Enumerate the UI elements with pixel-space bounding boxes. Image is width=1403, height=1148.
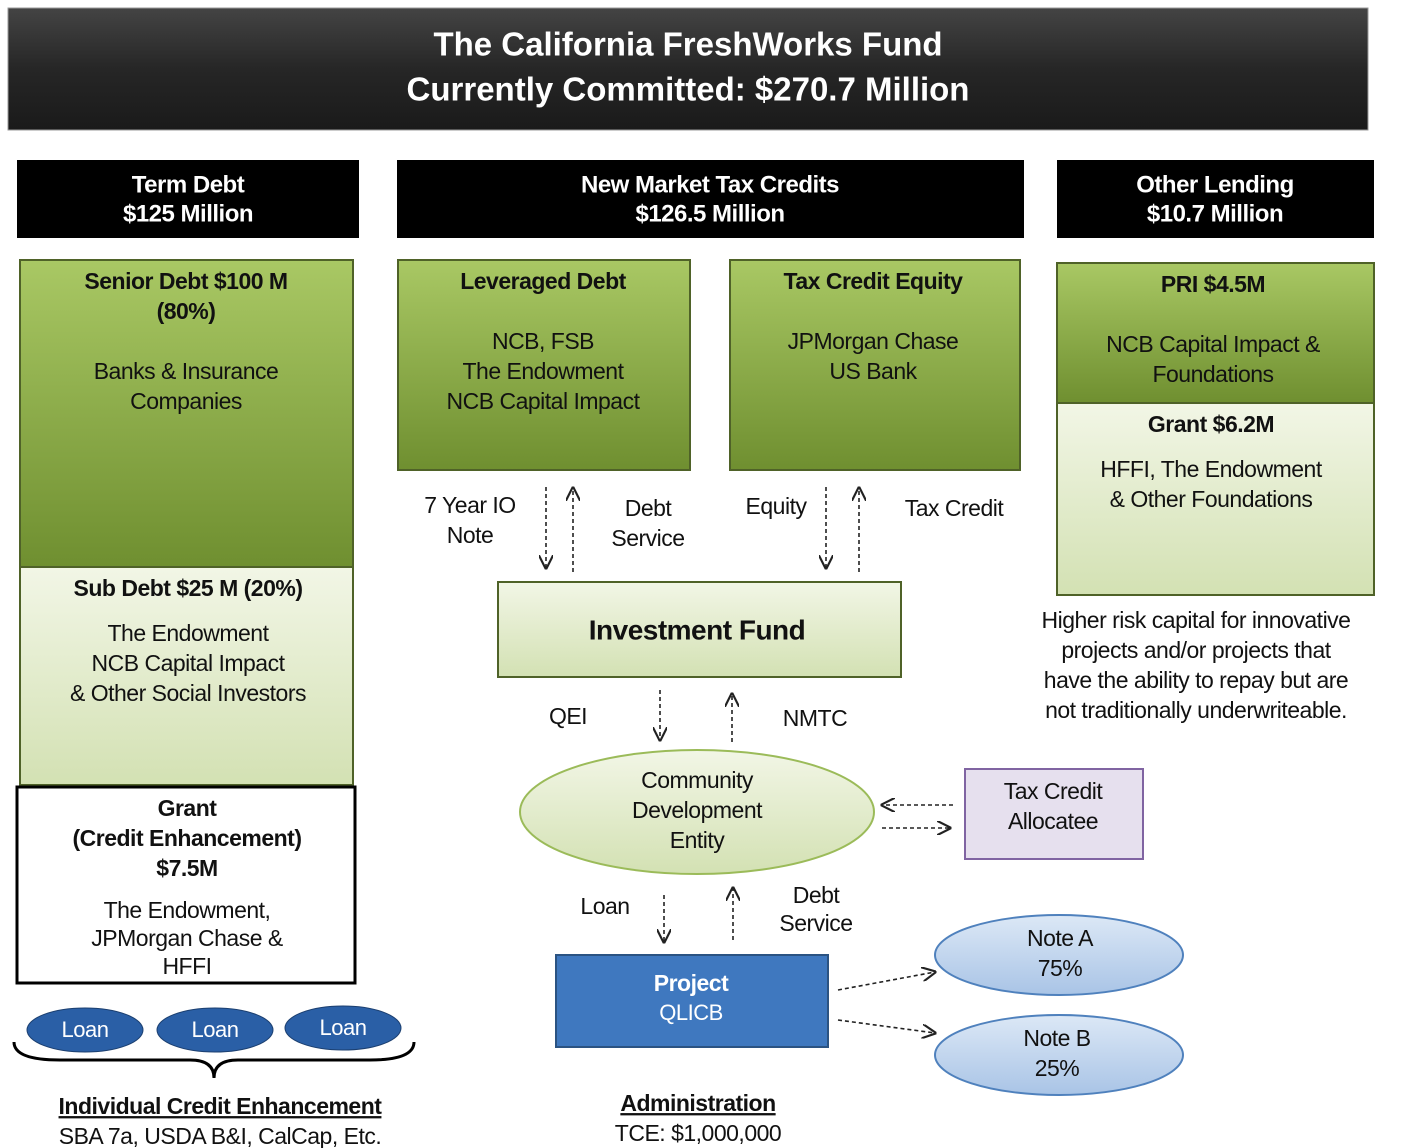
box-heading: (Credit Enhancement) (73, 825, 302, 851)
box-heading: Grant (158, 795, 218, 821)
header-banner (7, 7, 1369, 131)
box-heading: $7.5M (156, 855, 217, 881)
box-text: 75% (1038, 955, 1083, 981)
box-text: Companies (130, 388, 242, 414)
flow-label: Loan (580, 893, 629, 919)
column-title: New Market Tax Credits (581, 171, 839, 198)
box-text: The Endowment, (104, 897, 271, 923)
flow-label: QEI (549, 703, 587, 729)
arrow (837, 972, 935, 991)
column-header (397, 160, 1024, 238)
flow-label: Tax Credit (905, 495, 1005, 521)
box-heading: Grant $6.2M (1148, 411, 1274, 437)
box-text: & Other Foundations (1110, 486, 1313, 512)
note-text: projects and/or projects that (1061, 637, 1331, 663)
flow-label: Equity (746, 493, 808, 519)
box-heading: Tax Credit Equity (784, 268, 964, 294)
box-text: QLICB (659, 1000, 723, 1025)
column-header (1057, 160, 1374, 238)
loan-label: Loan (192, 1017, 239, 1042)
column-amount: $126.5 Million (635, 200, 784, 227)
box (964, 768, 1144, 860)
box (19, 566, 354, 786)
box-text: NCB Capital Impact & (1106, 331, 1320, 357)
loan-label: Loan (62, 1017, 109, 1042)
box-text: The Endowment (108, 620, 270, 646)
box-text: NCB Capital Impact (447, 388, 641, 414)
footer-title: Individual Credit Enhancement (59, 1093, 383, 1119)
box-text: NCB Capital Impact (92, 650, 286, 676)
note-text: not traditionally underwriteable. (1045, 697, 1347, 723)
box-heading: (80%) (157, 298, 216, 324)
box-text: Banks & Insurance (94, 358, 279, 384)
subtitle: Currently Committed: $270.7 Million (407, 71, 970, 108)
note-text: have the ability to repay but are (1044, 667, 1348, 693)
box-heading: Project (654, 970, 729, 996)
column-title: Term Debt (132, 171, 245, 198)
box-text: JPMorgan Chase (788, 328, 959, 354)
box-text: Note B (1023, 1025, 1090, 1051)
box-text: US Bank (829, 358, 917, 384)
box-text: Allocatee (1008, 808, 1098, 834)
box (15, 785, 357, 985)
box (1056, 262, 1375, 404)
flow-label: Debt (625, 495, 673, 521)
loan-ellipse (284, 1005, 402, 1051)
box (397, 259, 691, 471)
loan-label: Loan (320, 1015, 367, 1040)
loan-ellipse (26, 1007, 144, 1053)
title: The California FreshWorks Fund (433, 26, 942, 63)
box-text: Entity (670, 827, 726, 853)
box (1056, 402, 1375, 596)
shapes (7, 7, 1375, 1096)
column-amount: $125 Million (123, 200, 253, 227)
box-text: Development (632, 797, 763, 823)
box-text: The Endowment (463, 358, 625, 384)
flow-label: Note (447, 522, 494, 548)
box-text: Community (641, 767, 754, 793)
box (729, 259, 1021, 471)
column-title: Other Lending (1136, 171, 1294, 198)
box-text: Note A (1027, 925, 1094, 951)
flow-label: Service (611, 525, 684, 551)
flow-label: NMTC (783, 705, 847, 731)
loan-ellipse (156, 1007, 274, 1053)
box-text: Foundations (1152, 361, 1273, 387)
box-text: & Other Social Investors (70, 680, 306, 706)
box-text: HFFI (162, 953, 211, 979)
flow-label: Service (779, 910, 852, 936)
flow-label: 7 Year IO (424, 492, 515, 518)
box-heading: Leveraged Debt (460, 268, 626, 294)
footer-text: TCE: $1,000,000 (615, 1120, 781, 1146)
box-text: JPMorgan Chase & (91, 925, 283, 951)
note-text: Higher risk capital for innovative (1042, 607, 1351, 633)
box-heading: PRI $4.5M (1161, 271, 1265, 297)
box-text: HFFI, The Endowment (1100, 456, 1323, 482)
ellipse (519, 749, 875, 875)
box (555, 954, 829, 1048)
column-header (17, 160, 359, 238)
box-text: NCB, FSB (492, 328, 594, 354)
column-amount: $10.7 Million (1147, 200, 1283, 227)
footer-text: SBA 7a, USDA B&I, CalCap, Etc. (59, 1123, 382, 1148)
ellipse (934, 1014, 1184, 1096)
ellipse (934, 914, 1184, 996)
box-heading: Investment Fund (589, 614, 806, 645)
flow-label: Debt (793, 882, 841, 908)
footer-title: Administration (620, 1090, 775, 1116)
box (497, 581, 902, 678)
box-text: 25% (1035, 1055, 1080, 1081)
brace (12, 1041, 416, 1079)
arrow (837, 1019, 935, 1033)
box-heading: Senior Debt $100 M (84, 268, 287, 294)
box-heading: Sub Debt $25 M (20%) (74, 575, 303, 601)
box-text: Tax Credit (1004, 778, 1104, 804)
